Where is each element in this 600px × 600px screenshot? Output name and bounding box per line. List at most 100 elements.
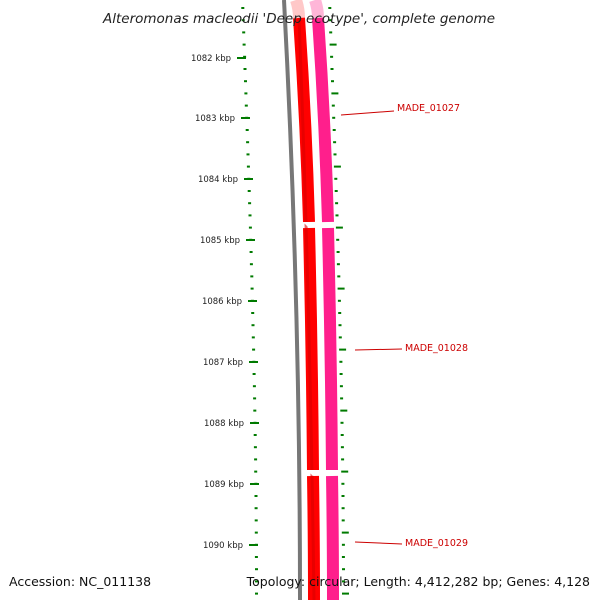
minor-tick <box>341 495 345 497</box>
minor-tick <box>334 190 338 192</box>
genome-backbone <box>282 0 302 600</box>
minor-tick <box>245 129 249 131</box>
minor-tick <box>335 214 339 217</box>
minor-tick <box>247 190 251 192</box>
gene-label-MADE_01028[interactable]: MADE_01028 <box>354 343 468 354</box>
minor-tick <box>253 434 257 436</box>
kbp-label: 1085 kbp <box>200 236 240 246</box>
minor-tick <box>340 446 344 449</box>
minor-tick <box>340 421 344 424</box>
gene-label-leader <box>354 541 403 545</box>
minor-tick <box>254 470 258 473</box>
minor-tick <box>248 226 252 229</box>
minor-tick <box>253 409 257 412</box>
minor-tick <box>330 55 334 58</box>
minor-tick <box>334 177 338 180</box>
minor-tick <box>241 19 245 22</box>
minor-tick <box>249 263 253 266</box>
minor-tick <box>341 470 349 473</box>
page-title: Alteromonas macleodii 'Deep ecotype', co… <box>102 11 495 27</box>
minor-tick <box>341 543 345 546</box>
minor-tick <box>333 141 337 144</box>
minor-tick <box>252 385 256 388</box>
gene-feature-2[interactable] <box>322 227 338 471</box>
minor-tick <box>254 458 258 461</box>
minor-tick <box>254 556 258 558</box>
minor-tick <box>342 580 345 583</box>
minor-tick <box>244 80 247 83</box>
minor-tick <box>253 446 257 449</box>
minor-tick <box>246 141 250 144</box>
minor-tick <box>249 251 253 253</box>
gene-label-text[interactable]: MADE_01027 <box>397 103 460 114</box>
minor-tick <box>335 226 343 229</box>
minor-tick <box>341 458 345 461</box>
kbp-label: 1088 kbp <box>204 419 244 429</box>
minor-tick <box>254 531 258 534</box>
minor-tick <box>337 299 341 302</box>
minor-tick <box>244 104 248 107</box>
minor-tick <box>337 275 341 278</box>
minor-tick <box>251 324 255 327</box>
minor-tick <box>243 55 247 58</box>
gene-label-leader <box>354 348 403 351</box>
minor-tick <box>330 68 334 70</box>
minor-tick <box>255 568 258 571</box>
cds-arrow-tip-2 <box>307 470 319 476</box>
minor-tick <box>241 7 245 9</box>
minor-tick <box>331 104 335 107</box>
gene-feature-3[interactable] <box>326 475 339 600</box>
minor-tick <box>254 507 258 510</box>
minor-tick <box>339 385 343 388</box>
minor-tick <box>242 43 246 46</box>
minor-tick <box>336 238 340 241</box>
minor-tick <box>255 580 258 583</box>
minor-tick <box>341 531 349 534</box>
kbp-label: 1089 kbp <box>204 480 244 490</box>
accession-text: Accession: NC_011138 <box>9 574 151 589</box>
kbp-label: 1087 kbp <box>203 358 243 368</box>
minor-tick <box>244 92 248 95</box>
minor-tick <box>242 31 246 34</box>
kbp-label: 1084 kbp <box>198 175 238 185</box>
scale-labels: 1082 kbp 1083 kbp 1084 kbp 1085 kbp 1086… <box>191 54 259 551</box>
gene-track-faded <box>309 0 324 19</box>
minor-tick <box>255 592 258 595</box>
kbp-label: 1086 kbp <box>202 297 242 307</box>
gene-label-MADE_01029[interactable]: MADE_01029 <box>354 538 468 549</box>
minor-tick <box>254 519 258 522</box>
minor-tick <box>333 165 341 168</box>
minor-tick <box>243 68 247 70</box>
minor-tick <box>250 275 254 278</box>
cds-arrow-tip-1 <box>303 222 315 228</box>
kbp-label: 1082 kbp <box>191 54 231 64</box>
minor-tick <box>331 92 339 95</box>
minor-tick <box>337 287 345 290</box>
minor-tick <box>338 312 342 314</box>
gene-label-text[interactable]: MADE_01029 <box>405 538 468 549</box>
minor-tick <box>341 482 345 485</box>
minor-tick <box>341 519 345 522</box>
gene-label-leader <box>340 110 395 116</box>
scale-ticks-right <box>328 7 349 595</box>
minor-tick <box>332 116 336 119</box>
minor-tick <box>246 165 250 168</box>
minor-tick <box>254 495 258 497</box>
minor-tick <box>338 336 342 339</box>
minor-tick <box>340 409 348 412</box>
minor-tick <box>252 348 256 351</box>
gene-label-text[interactable]: MADE_01028 <box>405 343 468 354</box>
gene-label-MADE_01027[interactable]: MADE_01027 <box>340 103 460 116</box>
minor-tick <box>252 373 256 375</box>
minor-tick <box>335 202 339 205</box>
minor-tick <box>339 360 343 363</box>
minor-tick <box>248 202 252 205</box>
minor-tick <box>246 153 250 156</box>
kbp-label: 1090 kbp <box>203 541 243 551</box>
minor-tick <box>328 19 332 22</box>
minor-tick <box>250 287 254 290</box>
minor-tick <box>336 263 340 266</box>
minor-tick <box>253 397 257 400</box>
gene-feature-1[interactable] <box>312 17 334 223</box>
